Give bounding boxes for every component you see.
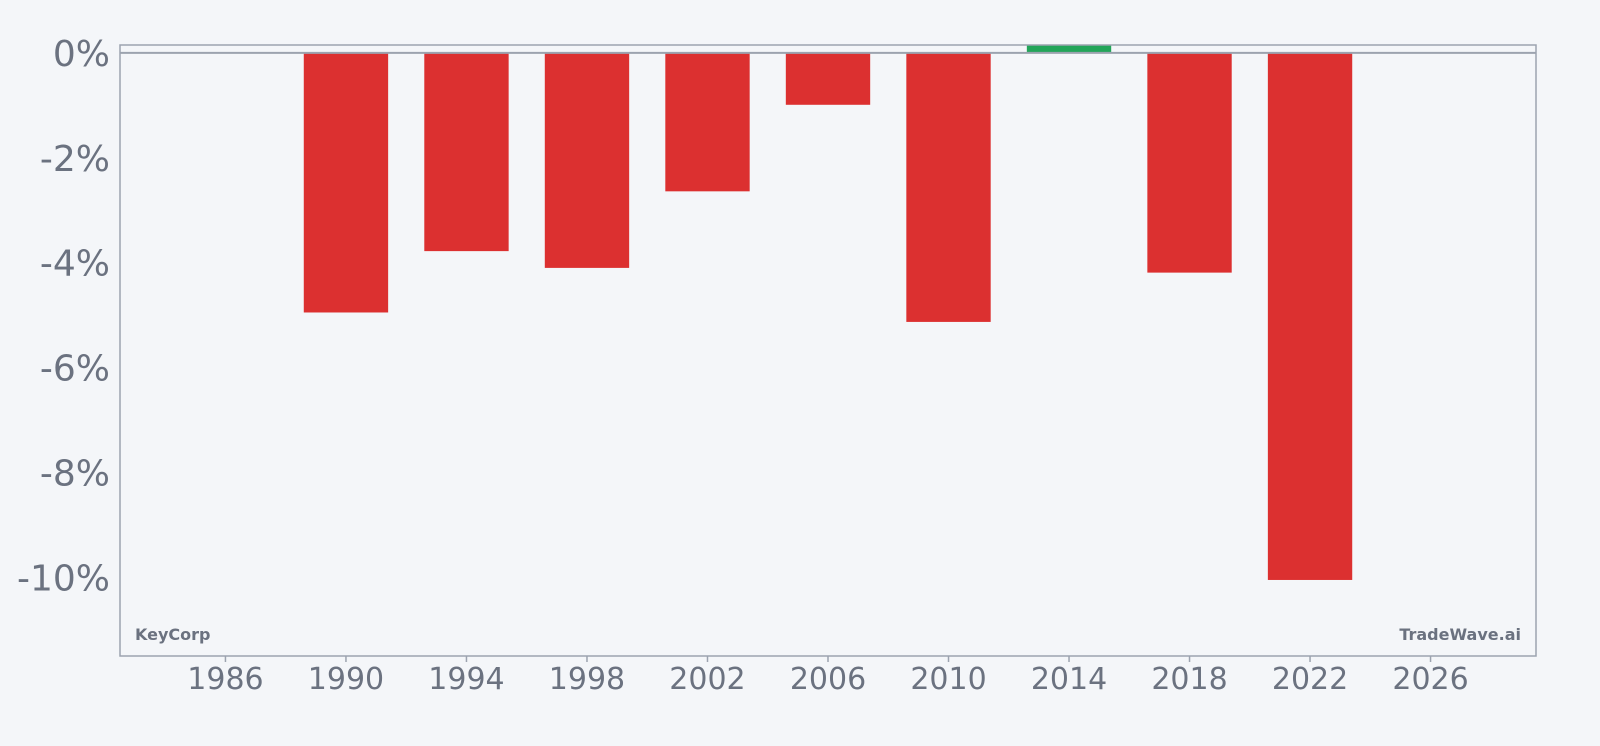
bar-1994	[424, 52, 509, 252]
bar-1998	[544, 52, 630, 268]
bar-2010	[906, 52, 991, 322]
y-tick-label-1: -2%	[40, 139, 110, 180]
y-tick-label-2: -4%	[40, 244, 110, 285]
bar-2022	[1267, 52, 1353, 580]
x-tick-label-2022: 2022	[1272, 662, 1348, 697]
x-tick-label-2002: 2002	[669, 662, 745, 697]
x-tick-label-2010: 2010	[910, 662, 986, 697]
bar-2002	[665, 52, 750, 192]
x-axis: 1986 1990 1994 1998 2002 2006 2010 2014 2018 2022…	[187, 656, 1469, 697]
y-tick-label-3: -6%	[40, 349, 110, 390]
x-tick-label-1986: 1986	[187, 662, 263, 697]
bars-layer	[303, 45, 1353, 580]
x-tick-label-2006: 2006	[790, 662, 866, 697]
y-tick-label-5: -10%	[17, 558, 110, 599]
bar-2006	[785, 52, 871, 105]
bar-2014	[1026, 45, 1112, 53]
y-tick-label-4: -8%	[40, 453, 110, 494]
watermark-right: TradeWave.ai	[1399, 625, 1521, 644]
y-axis: 0% -2% -4% -6% -8% -10%	[17, 34, 110, 599]
x-tick-label-2014: 2014	[1031, 662, 1107, 697]
y-tick-label-0: 0%	[53, 34, 110, 75]
watermark-left: KeyCorp	[135, 625, 210, 644]
bar-2018	[1147, 52, 1232, 273]
x-tick-label-1994: 1994	[428, 662, 504, 697]
bar-1990	[303, 52, 389, 313]
x-tick-label-1998: 1998	[549, 662, 625, 697]
x-tick-label-2026: 2026	[1392, 662, 1468, 697]
x-tick-label-2018: 2018	[1151, 662, 1227, 697]
x-tick-label-1990: 1990	[308, 662, 384, 697]
